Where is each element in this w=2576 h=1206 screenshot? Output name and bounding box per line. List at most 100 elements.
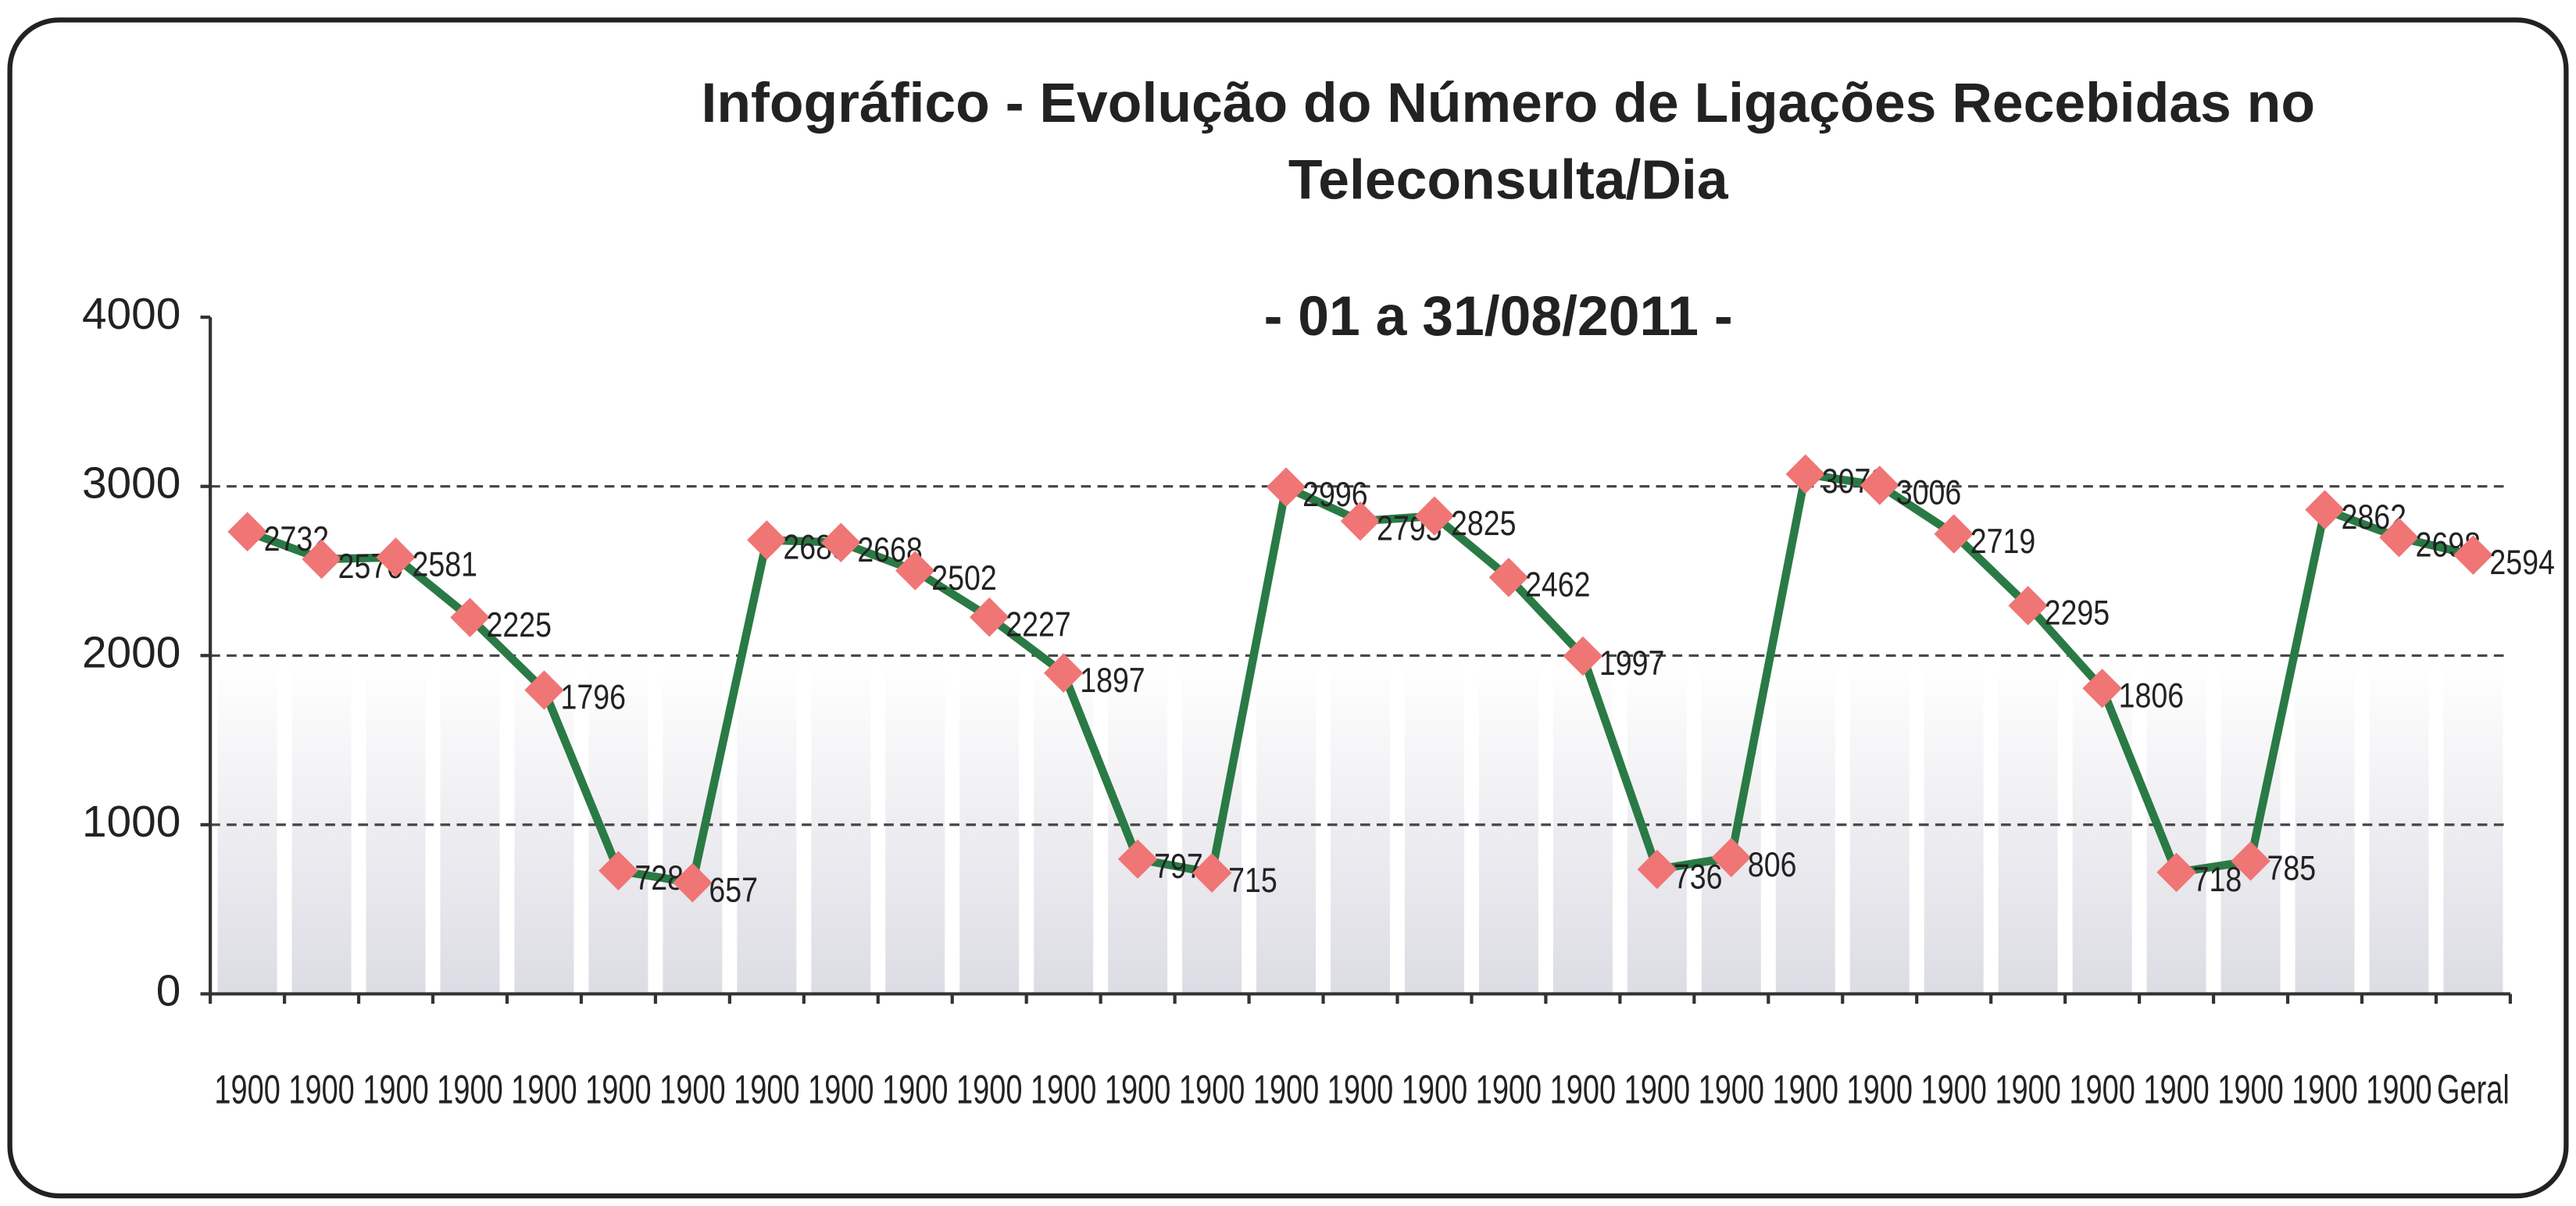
data-label: 785: [2267, 849, 2317, 888]
x-tick-label: 1900: [585, 1067, 651, 1112]
x-tick-label: 1900: [2292, 1067, 2357, 1112]
marker: [450, 598, 490, 637]
x-tick-label: 1900: [1253, 1067, 1319, 1112]
marker: [2379, 517, 2419, 558]
marker: [524, 670, 564, 710]
column-shade: [514, 662, 574, 994]
x-tick-label: Geral: [2437, 1067, 2510, 1112]
marker: [2453, 535, 2493, 575]
x-tick-label: 1900: [1773, 1067, 1838, 1112]
column-shade: [1775, 662, 1835, 994]
column-shade: [1034, 662, 1094, 994]
marker: [1192, 853, 1232, 893]
column-shade: [2221, 662, 2281, 994]
column-shade: [1256, 662, 1317, 994]
marker: [1488, 557, 1529, 598]
x-tick-label: 1900: [1402, 1067, 1467, 1112]
data-label: 2502: [931, 558, 996, 598]
x-tick-label: 1900: [2143, 1067, 2209, 1112]
y-tick-label: 3000: [82, 459, 180, 508]
x-tick-label: 1900: [734, 1067, 799, 1112]
data-label: 2594: [2489, 543, 2554, 582]
data-label: 2581: [413, 545, 477, 584]
chart-title-line2: Teleconsulta/Dia: [1288, 149, 1729, 212]
marker: [2008, 586, 2048, 626]
column-shade: [1849, 662, 1910, 994]
x-tick-label: 1900: [1847, 1067, 1913, 1112]
column-shade: [291, 662, 352, 994]
marker: [598, 851, 638, 891]
data-label: 1806: [2119, 676, 2184, 715]
data-label: 3006: [1896, 473, 1961, 512]
data-label: 2462: [1525, 566, 1590, 605]
x-tick-label: 1900: [214, 1067, 280, 1112]
column-shade: [2072, 662, 2132, 994]
marker: [1934, 514, 1974, 554]
x-tick-label: 1900: [1699, 1067, 1764, 1112]
marker: [969, 597, 1009, 637]
column-shade: [1627, 662, 1687, 994]
column-shade: [663, 662, 723, 994]
x-tick-label: 1900: [363, 1067, 428, 1112]
data-label: 715: [1228, 861, 1277, 900]
marker: [2082, 669, 2122, 708]
x-tick-label: 1900: [808, 1067, 874, 1112]
x-tick-label: 1900: [511, 1067, 577, 1112]
column-shade: [1182, 662, 1242, 994]
x-tick-label: 1900: [1920, 1067, 1986, 1112]
marker: [1637, 849, 1677, 890]
x-tick-label: 1900: [956, 1067, 1022, 1112]
column-shade: [440, 662, 500, 994]
column-shade: [1701, 662, 1761, 994]
data-label: 1897: [1080, 661, 1145, 700]
marker: [1785, 454, 1826, 494]
marker: [747, 520, 787, 560]
x-tick-label: 1900: [2217, 1067, 2283, 1112]
data-label: 728: [634, 858, 684, 897]
y-tick-label: 4000: [82, 290, 180, 339]
marker: [1711, 837, 1752, 878]
data-label: 736: [1674, 857, 1723, 896]
marker: [1340, 501, 1381, 541]
chart-subtitle: - 01 a 31/08/2011 -: [1264, 285, 1733, 348]
chart-title: Infográfico - Evolução do Número de Liga…: [702, 72, 2315, 134]
data-label: 2719: [1970, 522, 2035, 561]
column-shade: [811, 662, 871, 994]
data-label: 2227: [1006, 605, 1070, 644]
x-tick-label: 1900: [1327, 1067, 1393, 1112]
x-tick-label: 1900: [1476, 1067, 1542, 1112]
marker: [821, 523, 861, 562]
column-shade: [959, 662, 1020, 994]
marker: [1860, 466, 1899, 505]
x-tick-label: 1900: [1995, 1067, 2060, 1112]
column-shade: [1998, 662, 2058, 994]
x-tick-label: 1900: [1179, 1067, 1245, 1112]
column-shade: [1331, 662, 1391, 994]
column-shade: [366, 662, 426, 994]
data-label: 657: [709, 871, 758, 910]
column-shade: [2443, 662, 2503, 994]
x-tick-label: 1900: [1550, 1067, 1616, 1112]
data-label: 806: [1748, 845, 1797, 884]
x-tick-label: 1900: [1105, 1067, 1170, 1112]
data-label: 797: [1154, 847, 1203, 886]
column-shade: [1404, 662, 1464, 994]
y-tick-label: 2000: [82, 628, 180, 677]
column-shade: [885, 662, 945, 994]
x-tick-label: 1900: [437, 1067, 502, 1112]
x-tick-label: 1900: [2366, 1067, 2431, 1112]
x-tick-label: 1900: [659, 1067, 725, 1112]
marker: [1117, 839, 1158, 880]
data-label: 2295: [2045, 594, 2110, 633]
marker: [1563, 636, 1603, 676]
marker: [1266, 467, 1306, 507]
column-shade: [1478, 662, 1538, 994]
data-label: 1997: [1599, 644, 1664, 683]
column-shade: [2369, 662, 2429, 994]
column-shade: [217, 662, 277, 994]
data-label: 2225: [487, 605, 552, 644]
marker: [895, 551, 935, 591]
column-shade: [737, 662, 797, 994]
data-label: 718: [2193, 860, 2242, 899]
